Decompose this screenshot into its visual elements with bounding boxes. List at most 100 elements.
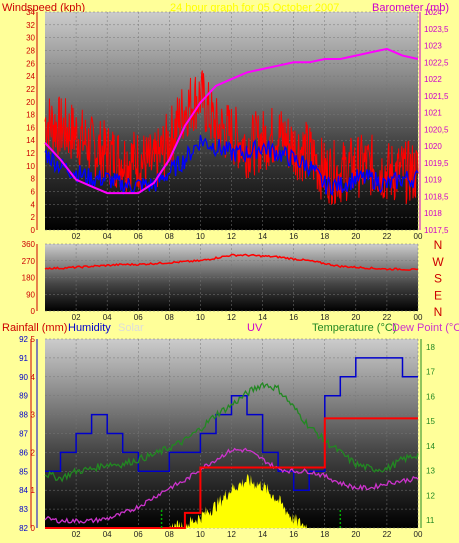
- temp-tick-label: 11: [426, 516, 435, 525]
- baro-tick-label: 1020: [424, 142, 442, 151]
- humidity-tick-label: 86: [19, 448, 28, 457]
- rain-tick-label: 0: [31, 524, 36, 533]
- rain-tick-label: 1: [31, 486, 36, 495]
- baro-tick-label: 1022: [424, 75, 442, 84]
- compass-label: N: [434, 305, 443, 319]
- hour-tick-label: 18: [320, 313, 329, 322]
- hour-tick-label: 22: [382, 232, 391, 241]
- wind-tick-label: 26: [26, 59, 35, 68]
- hour-tick-label: 06: [134, 232, 143, 241]
- humidity-tick-label: 84: [19, 486, 28, 495]
- direction-tick-label: 360: [22, 240, 36, 249]
- hour-tick-label: 08: [165, 530, 174, 539]
- humidity-tick-label: 88: [19, 411, 28, 420]
- hour-tick-label: 12: [227, 530, 236, 539]
- wind-tick-label: 22: [26, 85, 35, 94]
- hour-tick-label: 10: [196, 313, 205, 322]
- humidity-tick-label: 85: [19, 467, 28, 476]
- hour-tick-label: 06: [134, 530, 143, 539]
- temp-tick-label: 16: [426, 392, 435, 401]
- direction-tick-label: 180: [22, 274, 36, 283]
- hour-tick-label: 04: [103, 232, 112, 241]
- rain-tick-label: 5: [31, 335, 36, 344]
- temp-tick-label: 17: [426, 368, 435, 377]
- solar-label: Solar: [118, 322, 144, 334]
- wind-tick-label: 20: [26, 98, 35, 107]
- humidity-tick-label: 87: [19, 430, 28, 439]
- temp-tick-label: 15: [426, 417, 435, 426]
- graph-title: 24 hour graph for 05 October 2007: [170, 2, 340, 14]
- wind-tick-label: 14: [26, 136, 35, 145]
- hour-tick-label: 22: [382, 313, 391, 322]
- wind-tick-label: 24: [26, 72, 35, 81]
- hour-tick-label: 02: [72, 530, 81, 539]
- hour-tick-label: 04: [103, 530, 112, 539]
- wind-tick-label: 8: [31, 175, 36, 184]
- hour-tick-label: 00: [414, 530, 423, 539]
- wind-axis-label: Windspeed (kph): [2, 2, 86, 14]
- direction-tick-label: 270: [22, 257, 36, 266]
- wind-tick-label: 0: [31, 226, 36, 235]
- hour-tick-label: 14: [258, 530, 267, 539]
- baro-tick-label: 1018: [424, 209, 442, 218]
- hour-tick-label: 12: [227, 232, 236, 241]
- hour-tick-label: 02: [72, 232, 81, 241]
- hour-tick-label: 18: [320, 530, 329, 539]
- temperature-line: [44, 381, 419, 483]
- hour-tick-label: 04: [103, 313, 112, 322]
- rain-tick-label: 4: [31, 373, 36, 382]
- hour-tick-label: 16: [289, 313, 298, 322]
- baro-tick-label: 1019,5: [424, 159, 449, 168]
- hour-tick-label: 16: [289, 232, 298, 241]
- wind-tick-label: 10: [26, 162, 35, 171]
- direction-tick-label: 0: [31, 307, 36, 316]
- wind-tick-label: 34: [26, 8, 35, 17]
- wind-tick-label: 32: [26, 21, 35, 30]
- baro-tick-label: 1020,5: [424, 125, 449, 134]
- hour-tick-label: 16: [289, 530, 298, 539]
- wind-tick-label: 28: [26, 46, 35, 55]
- rain-tick-label: 3: [31, 411, 36, 420]
- hour-tick-label: 10: [196, 530, 205, 539]
- temp-axis-label: Temperature (°C): [312, 322, 397, 334]
- compass-label: E: [434, 288, 442, 302]
- wind-tick-label: 16: [26, 123, 35, 132]
- hour-tick-label: 20: [351, 232, 360, 241]
- hour-tick-label: 20: [351, 530, 360, 539]
- baro-tick-label: 1017,5: [424, 226, 449, 235]
- wind-tick-label: 18: [26, 111, 35, 120]
- solar-area: [45, 473, 418, 528]
- hour-tick-label: 12: [227, 313, 236, 322]
- humidity-tick-label: 82: [19, 524, 28, 533]
- baro-tick-label: 1023,5: [424, 25, 449, 34]
- wind-tick-label: 30: [26, 34, 35, 43]
- direction-line: [44, 253, 419, 271]
- temp-tick-label: 18: [426, 343, 435, 352]
- hour-tick-label: 14: [258, 232, 267, 241]
- hour-tick-label: 10: [196, 232, 205, 241]
- temp-tick-label: 12: [426, 491, 435, 500]
- wind-average-line: [44, 134, 419, 197]
- baro-tick-label: 1022,5: [424, 58, 449, 67]
- hour-tick-label: 20: [351, 313, 360, 322]
- direction-tick-label: 90: [26, 290, 35, 299]
- baro-tick-label: 1023: [424, 42, 442, 51]
- hour-tick-label: 08: [165, 313, 174, 322]
- hour-tick-label: 00: [414, 313, 423, 322]
- dew-axis-label: Dew Point (°C): [392, 322, 459, 334]
- baro-tick-label: 1018,5: [424, 192, 449, 201]
- humidity-tick-label: 83: [19, 505, 28, 514]
- wind-tick-label: 4: [31, 200, 36, 209]
- temp-tick-label: 13: [426, 467, 435, 476]
- hour-tick-label: 06: [134, 313, 143, 322]
- hour-tick-label: 22: [382, 530, 391, 539]
- direction-grid: [45, 243, 419, 312]
- baro-tick-label: 1019: [424, 176, 442, 185]
- hour-tick-label: 14: [258, 313, 267, 322]
- baro-tick-label: 1021,5: [424, 92, 449, 101]
- humidity-tick-label: 92: [19, 335, 28, 344]
- compass-label: S: [434, 272, 442, 286]
- hour-tick-label: 02: [72, 313, 81, 322]
- rain-total-line: [45, 417, 418, 529]
